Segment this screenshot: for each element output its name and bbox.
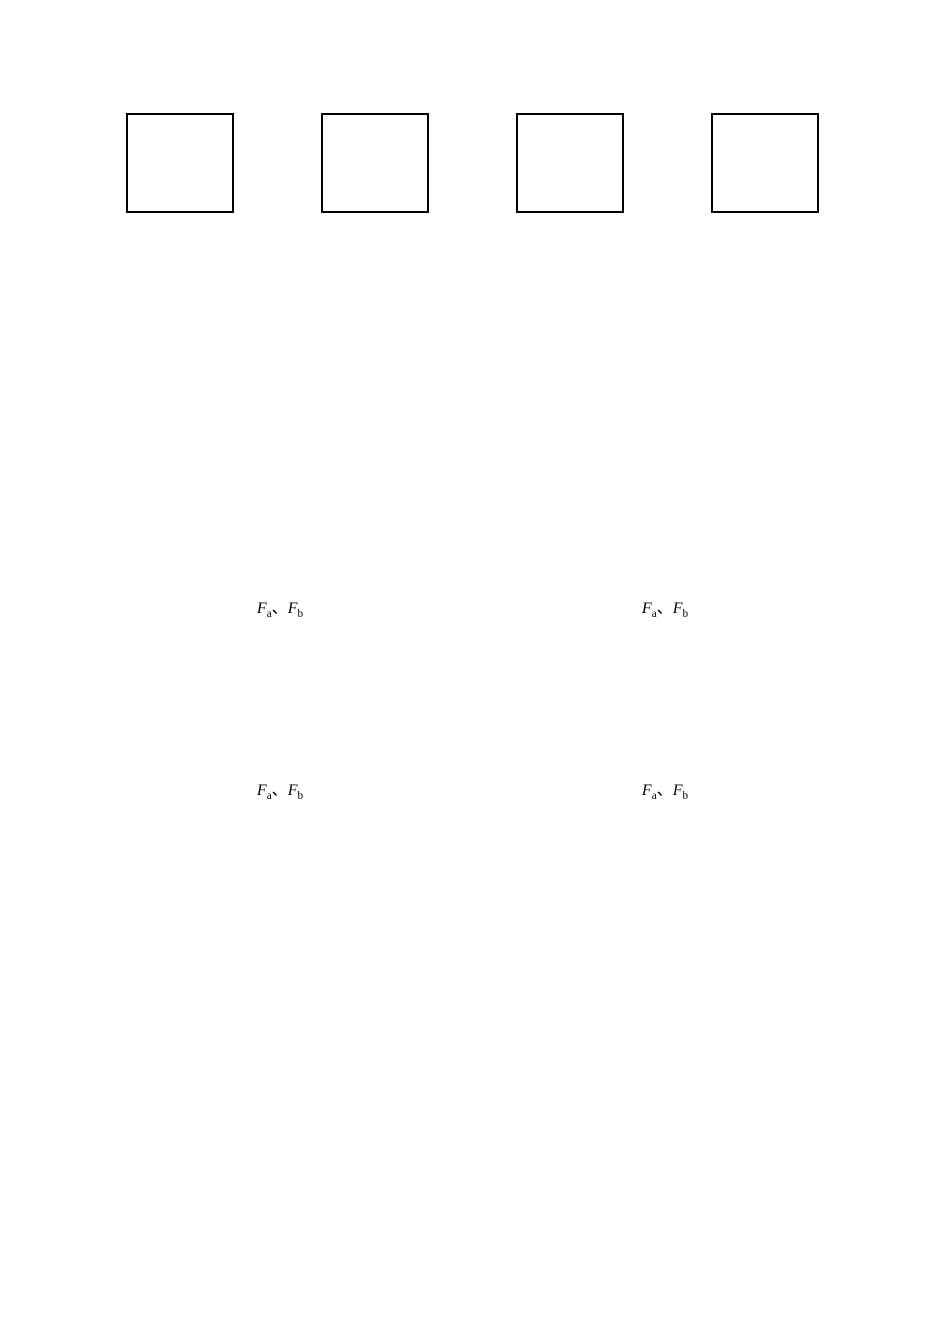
q5-diagram-d [480, 637, 850, 767]
pie-2017 [95, 257, 465, 447]
q2-box-c [485, 93, 655, 255]
pie2017-svg [215, 267, 395, 407]
q5-cell-c: Fa、Fb [95, 637, 465, 805]
pie2030-svg-wrap [480, 257, 850, 447]
q2-top-c [485, 93, 655, 113]
q5-caption-c: Fa、Fb [95, 779, 465, 805]
q5-cell-b: Fa、Fb [480, 455, 850, 623]
q5-caption-d: Fa、Fb [480, 779, 850, 805]
q2-opt-c [485, 233, 655, 255]
q5-cell-a: Fa、Fb [95, 455, 465, 623]
q2-bot-d [680, 213, 850, 233]
q2-bot-c [485, 213, 655, 233]
q5-cell-d: Fa、Fb [480, 637, 850, 805]
q5-caption-a: Fa、Fb [95, 597, 465, 623]
pie2017-svg-wrap [95, 257, 465, 447]
q2-top-d [680, 93, 850, 113]
q5-caption-b: Fa、Fb [480, 597, 850, 623]
q5-diagram-c [95, 637, 465, 767]
q2-opt-b [290, 233, 460, 255]
q2-diagram-row [95, 93, 850, 255]
q1-options [95, 65, 850, 89]
pie-2030 [480, 257, 850, 447]
q2-container-c [516, 113, 624, 213]
q2-container-a [126, 113, 234, 213]
pie2030-svg [600, 267, 780, 407]
q2-box-b [290, 93, 460, 255]
q5-diagram-b [480, 455, 850, 585]
q5-diagram-a [95, 455, 465, 585]
q5-grid: Fa、Fb Fa、Fb Fa、Fb Fa、Fb [95, 455, 850, 819]
q2-opt-d [680, 233, 850, 255]
q2-opt-a [95, 233, 265, 255]
q2-container-b [321, 113, 429, 213]
q2-top-a [95, 93, 265, 113]
q2-box-d [680, 93, 850, 255]
q2-box-a [95, 93, 265, 255]
q2-top-b [290, 93, 460, 113]
q2-container-d [711, 113, 819, 213]
q4-charts-row [95, 257, 850, 447]
q2-bot-a [95, 213, 265, 233]
q2-bot-b [290, 213, 460, 233]
